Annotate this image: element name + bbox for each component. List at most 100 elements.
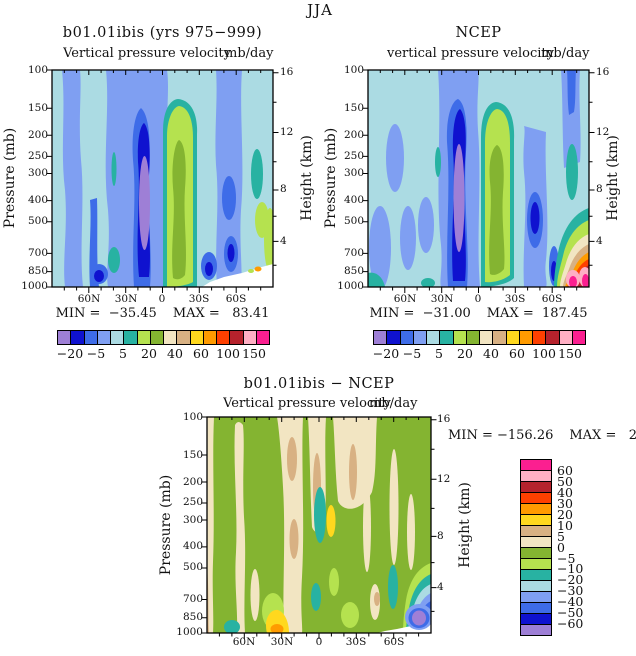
colorbar-cell-pink xyxy=(558,331,572,344)
colorbar-cell-teal xyxy=(521,569,551,580)
colorbar-label: 30 xyxy=(557,496,573,511)
pressure-tick: 850 xyxy=(182,611,203,623)
height-tick: 16 xyxy=(437,413,451,425)
figure-title: JJA xyxy=(307,1,333,19)
lat-tick: 30S xyxy=(188,293,210,305)
colorbar-cell-olive xyxy=(149,331,163,344)
colorbar-label: 0 xyxy=(557,540,565,555)
pressure-tick: 150 xyxy=(182,449,203,461)
lat-tick: 30S xyxy=(504,293,526,305)
colorbar-cell-cream xyxy=(163,331,177,344)
colorbar-label: 100 xyxy=(216,346,240,361)
colorbar-cell-pink xyxy=(242,331,256,344)
colorbar-cell-dark-red xyxy=(229,331,243,344)
height-tick: 16 xyxy=(280,66,294,78)
height-tick: 12 xyxy=(280,126,294,138)
lat-tick: 30N xyxy=(114,293,138,305)
pressure-tick: 200 xyxy=(343,129,364,141)
colorbar-cell-blue xyxy=(399,331,413,344)
pressure-tick: 1000 xyxy=(337,280,364,292)
colorbar-label: 60 xyxy=(509,346,525,361)
pressure-tick: 250 xyxy=(27,150,48,162)
colorbar-cell-yellow xyxy=(521,514,551,525)
colorbar-label: 50 xyxy=(557,474,573,489)
colorbar-label: −50 xyxy=(557,605,584,620)
pressure-tick: 1000 xyxy=(176,626,203,638)
pressure-tick: 700 xyxy=(27,247,48,259)
colorbar-cell-cornflower xyxy=(412,331,426,344)
colorbar-cell-cornflower xyxy=(96,331,110,344)
colorbar-cell-dark-red xyxy=(521,481,551,492)
pressure-tick: 200 xyxy=(182,476,203,488)
colorbar-cell-orange xyxy=(518,331,532,344)
colorbar-cell-navy xyxy=(386,331,400,344)
pressure-tick: 700 xyxy=(182,593,203,605)
colorbar-cell-yellow-green xyxy=(136,331,150,344)
height-tick: 16 xyxy=(596,66,610,78)
colorbar-cell-dark-red xyxy=(545,331,559,344)
colorbar-label: −20 xyxy=(557,572,584,587)
pressure-tick: 700 xyxy=(343,247,364,259)
panel-model-plot xyxy=(46,69,279,293)
colorbar-cell-olive xyxy=(521,547,551,558)
panel-model-subtitle: Vertical pressure velocity xyxy=(63,46,231,61)
colorbar-label: −20 xyxy=(56,346,84,361)
lat-tick: 60N xyxy=(393,293,417,305)
pressure-tick: 300 xyxy=(343,167,364,179)
panel-diff-stats: MIN = −156.26 MAX = 24.48 xyxy=(448,428,636,443)
colorbar-ncep xyxy=(373,330,586,345)
colorbar-cell-purple xyxy=(374,331,387,344)
colorbar-cell-purple xyxy=(58,331,71,344)
colorbar-label: 40 xyxy=(167,346,183,361)
colorbar-label: −20 xyxy=(372,346,400,361)
colorbar-cell-yellow xyxy=(505,331,519,344)
lat-tick: 60N xyxy=(77,293,101,305)
colorbar-cell-yellow xyxy=(189,331,203,344)
panel-diff-title: b01.01ibis − NCEP xyxy=(243,376,395,392)
colorbar-cell-tan xyxy=(521,525,551,536)
height-tick: 12 xyxy=(596,126,610,138)
colorbar-label: 40 xyxy=(557,485,573,500)
colorbar-cell-yellow-green xyxy=(521,558,551,569)
stats-min: MIN = −31.00 xyxy=(369,306,471,321)
colorbar-cell-pale-cyan xyxy=(426,331,440,344)
panel-model-units: mb/day xyxy=(225,46,274,61)
colorbar-cell-orange-red xyxy=(521,492,551,503)
colorbar-label: −10 xyxy=(557,561,584,576)
lat-tick: 60S xyxy=(541,293,563,305)
colorbar-label: 5 xyxy=(435,346,443,361)
stats-min: MIN = −156.26 xyxy=(448,428,554,443)
colorbar-label: −60 xyxy=(557,616,584,631)
lat-tick: 0 xyxy=(315,636,323,648)
colorbar-cell-orange-red xyxy=(216,331,230,344)
panel-ncep-stats: MIN = −31.00 MAX = 187.45 xyxy=(368,306,589,321)
colorbar-label: −40 xyxy=(557,594,584,609)
lat-tick: 30N xyxy=(270,636,294,648)
pressure-tick: 200 xyxy=(27,129,48,141)
colorbar-label: 40 xyxy=(483,346,499,361)
colorbar-label: 20 xyxy=(457,346,473,361)
height-tick: 8 xyxy=(596,183,603,195)
pressure-tick: 500 xyxy=(343,215,364,227)
lat-tick: 30N xyxy=(430,293,454,305)
colorbar-cell-blue xyxy=(521,602,551,613)
pressure-tick: 400 xyxy=(27,194,48,206)
colorbar-cell-cream xyxy=(479,331,493,344)
colorbar-label: 150 xyxy=(242,346,266,361)
panel-diff-subtitle: Vertical pressure velocity xyxy=(223,396,391,411)
stats-max: MAX = 187.45 xyxy=(486,306,588,321)
colorbar-label: 60 xyxy=(193,346,209,361)
colorbar-cell-tan xyxy=(492,331,506,344)
colorbar-label: −30 xyxy=(557,583,584,598)
height-tick: 8 xyxy=(280,183,287,195)
colorbar-label: 60 xyxy=(557,463,573,478)
pressure-tick: 850 xyxy=(27,265,48,277)
colorbar-cell-purple xyxy=(521,624,551,635)
pressure-tick: 500 xyxy=(182,561,203,573)
colorbar-cell-magenta xyxy=(571,331,585,344)
colorbar-label: −5 xyxy=(557,551,576,566)
colorbar-label: 5 xyxy=(119,346,127,361)
colorbar-label: −5 xyxy=(86,346,106,361)
colorbar-label: 150 xyxy=(558,346,582,361)
height-tick: 4 xyxy=(437,581,444,593)
